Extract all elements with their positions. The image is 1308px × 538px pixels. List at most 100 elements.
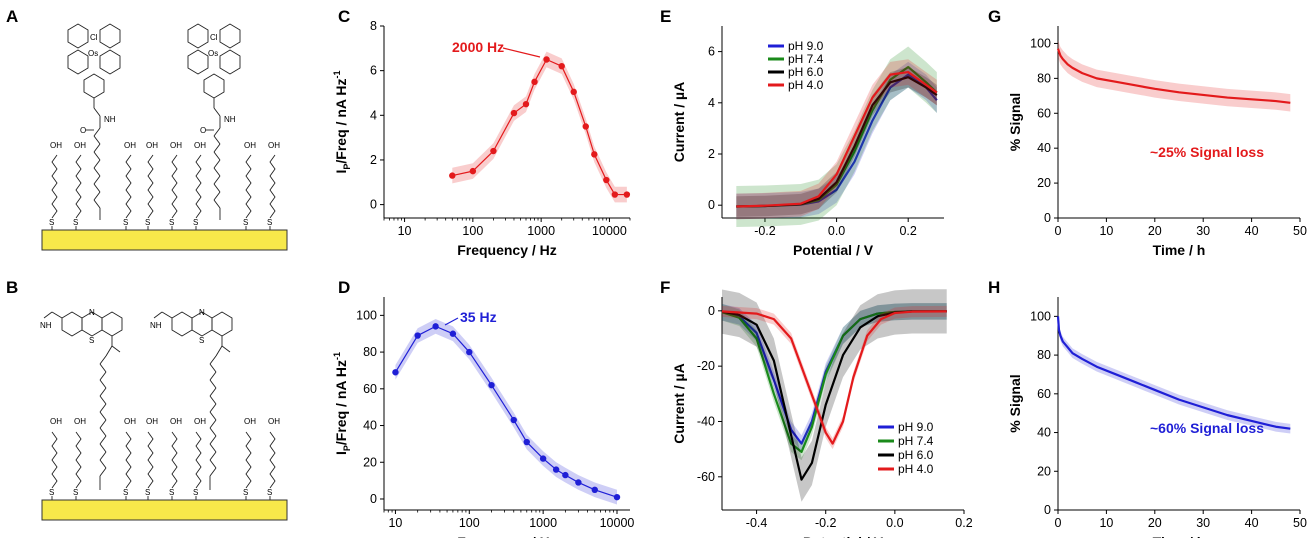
sulfur-label-a-4: S [169,218,174,227]
y-tick-label-h-1: 20 [1037,464,1051,478]
y-tick-label-c-1: 2 [370,153,377,167]
data-point-d-7 [523,438,530,446]
x-tick-label-e-1: 0.0 [828,224,845,238]
sulfur-label-a-5: S [193,218,198,227]
annotation-d: 35 Hz [460,309,497,325]
oh-label-a-7: OH [268,141,280,150]
panel-letter-g: G [988,7,1001,26]
error-band-e-1 [736,46,937,227]
data-point-d-13 [613,493,621,501]
nh-label-1: NH [104,115,116,124]
oh-label-a-3: OH [146,141,158,150]
oh-label-b-5: OH [194,417,206,426]
panel-letter-f: F [660,278,670,297]
y-tick-label-d-5: 100 [356,308,377,322]
x-tick-label-e-2: 0.2 [899,224,916,238]
y-tick-label-c-0: 0 [370,198,377,212]
y-axis-title-d: IP/Freq / nA Hz-1 [332,352,352,455]
oh-label-a-4: OH [170,141,182,150]
y-tick-label-e-2: 4 [708,96,715,110]
x-axis-title-g: Time / h [1153,242,1206,258]
x-tick-label-c-1: 100 [462,224,483,238]
y-tick-label-d-3: 60 [363,382,377,396]
x-tick-label-f-1: -0.2 [815,516,837,530]
x-tick-label-h-2: 20 [1148,516,1162,530]
data-point-c-12 [611,191,619,198]
series-line-e-3 [736,70,938,208]
data-point-d-5 [488,381,495,389]
schematic-a: S OH S OH S OH S OH S OH S OH S OH S OH Os Cl NH [41,23,288,251]
y-tick-label-f-0: 0 [708,304,715,318]
x-tick-label-g-2: 20 [1148,224,1162,238]
oh-label-a-6: OH [244,141,256,150]
data-point-c-0 [449,172,456,179]
x-tick-label-c-2: 1000 [527,224,555,238]
error-band-e-3 [736,59,937,220]
error-band-g-0 [1058,39,1291,112]
sulfur-label-b-0: S [49,488,54,497]
chain-b-2 [125,431,132,489]
annotation-h: ~60% Signal loss [1150,420,1264,436]
chart-g: 0 10 20 30 40 50 0 20 40 60 80 100 Time / h % Signal ~… [1007,26,1307,258]
mb-n-label-1: N [89,308,95,317]
chain-a-7 [269,154,276,219]
gold-electrode-a [41,229,288,251]
oh-label-a-5: OH [194,141,206,150]
chain-b-6 [245,431,252,489]
chart-e: -0.2 0.0 0.2 0 2 4 6 Potential / V Current / µA p… [671,26,944,258]
chain-b-7 [269,431,276,489]
error-band-f-2 [722,289,947,502]
data-point-d-12 [591,486,598,494]
ylabel-rest-c: /Freq / nA Hz [333,79,349,164]
x-tick-label-e-0: -0.2 [754,224,776,238]
ylabel-main-c: I [333,170,349,174]
y-tick-label-g-1: 20 [1037,176,1051,190]
sulfur-label-b-1: S [73,488,78,497]
x-tick-label-f-0: -0.4 [746,516,768,530]
y-tick-label-h-4: 80 [1037,348,1051,362]
legend-label-e-1: pH 7.4 [788,52,824,66]
y-axis-title-f: Current / µA [671,363,687,443]
chart-d: 10 100 1000 10000 0 20 40 60 80 100 Frequency / Hz… [332,297,634,538]
ylabel-sub-c: P [342,164,352,170]
x-axis-title-h: Time / h [1153,534,1206,538]
sulfur-label-b-6: S [243,488,248,497]
sulfur-label-a-6: S [243,218,248,227]
x-axis-title-c: Frequency / Hz [457,242,557,258]
y-tick-label-g-3: 60 [1037,106,1051,120]
sulfur-label-b-5: S [193,488,198,497]
ylabel-main-d: I [333,451,349,455]
y-tick-label-d-2: 40 [363,419,377,433]
ylabel-sup-d: -1 [332,352,342,360]
oh-label-a-2: OH [124,141,136,150]
y-tick-label-d-4: 80 [363,345,377,359]
x-tick-label-g-0: 0 [1055,224,1062,238]
oh-label-b-4: OH [170,417,182,426]
gold-electrode-b [41,499,288,521]
y-axis-title-g: % Signal [1007,93,1023,151]
legend-label-f-2: pH 6.0 [898,448,934,462]
y-tick-label-g-2: 40 [1037,141,1051,155]
mb-amine-label-1: NH [40,321,52,330]
x-tick-label-g-4: 40 [1245,224,1259,238]
chart-h: 0 10 20 30 40 50 0 20 40 60 80 100 Time / h % Signal ~… [1007,297,1307,538]
sulfur-label-a-7: S [267,218,272,227]
x-tick-label-d-0: 10 [388,516,402,530]
x-axis-title-e: Potential / V [793,242,874,258]
y-axis-title-h: % Signal [1007,374,1023,432]
mb-s-label-2: S [199,336,204,345]
y-tick-label-g-4: 80 [1037,71,1051,85]
chain-b-1 [75,431,82,489]
data-point-c-6 [543,56,550,63]
x-tick-label-d-3: 10000 [600,516,635,530]
data-point-c-8 [570,88,577,96]
panel-letter-c: C [338,7,350,26]
data-point-d-8 [539,455,547,462]
x-tick-label-d-1: 100 [459,516,480,530]
sulfur-label-b-7: S [267,488,272,497]
oh-label-a-1: OH [74,141,86,150]
data-point-d-6 [510,416,517,424]
ylabel-sub-d: P [342,445,352,451]
x-tick-label-f-3: 0.2 [955,516,972,530]
error-band-d-0 [395,319,617,505]
